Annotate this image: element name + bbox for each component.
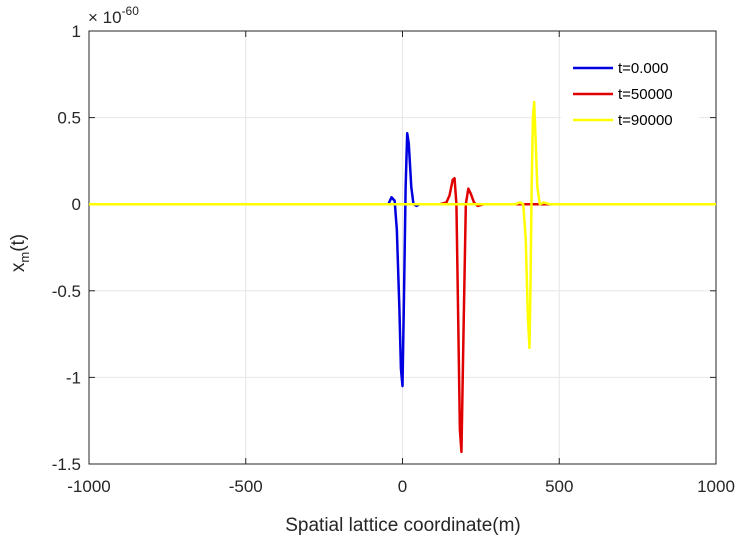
- y-tick-label: -1.5: [52, 455, 81, 474]
- y-tick-label: -0.5: [52, 282, 81, 301]
- y-exponent-label: × 10-60: [88, 4, 139, 27]
- x-tick-label: -500: [229, 477, 263, 496]
- y-tick-label: 1: [72, 22, 81, 41]
- y-ticks: 1 0.5 0 -0.5 -1 -1.5: [52, 22, 716, 474]
- y-axis-title: xm(t): [8, 234, 32, 272]
- x-tick-label: -1000: [67, 477, 110, 496]
- legend-label-3: t=90000: [618, 112, 673, 129]
- legend-box: [561, 53, 699, 131]
- series-line-3: [89, 100, 716, 350]
- y-tick-label: 0.5: [57, 109, 81, 128]
- x-ticks: -1000 -500 0 500 1000: [67, 31, 735, 496]
- series-line-1: [89, 131, 716, 388]
- legend-label-2: t=50000: [618, 86, 673, 103]
- y-tick-label: 0: [72, 195, 81, 214]
- y-tick-label: -1: [66, 368, 81, 387]
- series-lines: [89, 100, 716, 454]
- x-tick-label: 1000: [697, 477, 735, 496]
- legend: t=0.000 t=50000 t=90000: [561, 53, 699, 131]
- legend-label-1: t=0.000: [618, 60, 668, 77]
- x-tick-label: 500: [545, 477, 573, 496]
- x-axis-title: Spatial lattice coordinate(m): [285, 515, 521, 536]
- x-tick-label: 0: [398, 477, 407, 496]
